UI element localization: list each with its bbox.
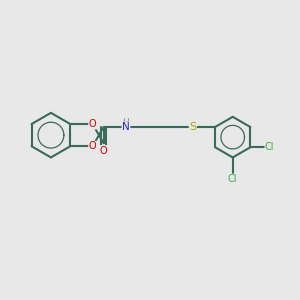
Text: O: O	[89, 141, 96, 151]
Text: Cl: Cl	[265, 142, 274, 152]
Text: S: S	[189, 122, 197, 132]
Text: N: N	[122, 122, 130, 132]
Text: H: H	[123, 118, 129, 127]
Text: O: O	[100, 146, 107, 155]
Text: O: O	[89, 119, 96, 129]
Text: Cl: Cl	[228, 174, 238, 184]
